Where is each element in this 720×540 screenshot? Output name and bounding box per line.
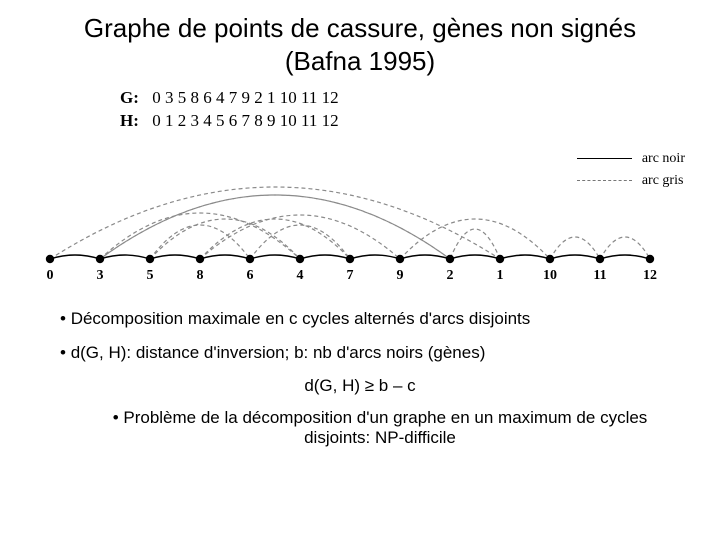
graph-node-label: 3 [97, 268, 104, 283]
black-arc [550, 255, 600, 259]
black-arc [500, 255, 550, 259]
graph-node-label: 7 [347, 268, 354, 283]
gray-arc [50, 187, 500, 259]
bullet-1: Décomposition maximale en c cycles alter… [60, 309, 700, 329]
legend-black-line [577, 158, 632, 159]
perm-g-values: 0 3 5 8 6 4 7 9 2 1 10 11 12 [152, 88, 338, 107]
bullet-2: d(G, H): distance d'inversion; b: nb d'a… [60, 343, 700, 363]
graph-node-label: 4 [297, 268, 304, 283]
graph-node-label: 2 [447, 268, 454, 283]
black-arc [50, 255, 100, 259]
formula: d(G, H) ≥ b – c [20, 376, 700, 396]
graph-node-label: 5 [147, 268, 154, 283]
graph-node [396, 255, 404, 263]
bullet-3: Problème de la décomposition d'un graphe… [60, 408, 700, 448]
graph-node-label: 9 [397, 268, 404, 283]
black-arc [250, 255, 300, 259]
graph-node [346, 255, 354, 263]
graph-node-label: 0 [47, 268, 54, 283]
graph-node [446, 255, 454, 263]
legend-gray-line [577, 180, 632, 181]
gray-arc [150, 219, 300, 259]
legend-black-row: arc noir [577, 151, 685, 167]
perm-h-label: H: [120, 110, 148, 133]
perm-h-values: 0 1 2 3 4 5 6 7 8 9 10 11 12 [152, 111, 338, 130]
graph-node-label: 11 [593, 268, 606, 283]
legend-gray-label: arc gris [642, 173, 684, 189]
graph-node-label: 12 [643, 268, 657, 283]
page-title: Graphe de points de cassure, gènes non s… [20, 12, 700, 77]
graph-node [646, 255, 654, 263]
gray-arc [400, 219, 550, 259]
gray-arc [200, 215, 400, 259]
legend-black-label: arc noir [642, 151, 685, 167]
permutations-block: G: 0 3 5 8 6 4 7 9 2 1 10 11 12 H: 0 1 2… [120, 87, 700, 133]
title-line-1: Graphe de points de cassure, gènes non s… [84, 13, 636, 43]
black-arc [350, 255, 400, 259]
graph-node [146, 255, 154, 263]
graph-node [596, 255, 604, 263]
legend: arc noir arc gris [577, 151, 685, 195]
gray-arc [100, 213, 300, 259]
graph-node-label: 1 [497, 268, 504, 283]
legend-gray-row: arc gris [577, 173, 685, 189]
bullet-list-2: Problème de la décomposition d'un graphe… [20, 408, 700, 448]
black-arc [600, 255, 650, 259]
black-arc [450, 255, 500, 259]
graph-node [246, 255, 254, 263]
breakpoint-graph: arc noir arc gris 0 3 5 8 6 4 7 9 2 1 10 11 12 [20, 141, 700, 291]
black-arc [200, 255, 250, 259]
black-arc [150, 255, 200, 259]
graph-node-label: 8 [197, 268, 204, 283]
graph-node [46, 255, 54, 263]
perm-g-label: G: [120, 87, 148, 110]
bullet-list: Décomposition maximale en c cycles alter… [20, 309, 700, 363]
gray-arc [200, 219, 350, 259]
title-line-2: (Bafna 1995) [285, 46, 435, 76]
black-arc [400, 255, 450, 259]
black-arc [300, 255, 350, 259]
perm-g-row: G: 0 3 5 8 6 4 7 9 2 1 10 11 12 [120, 87, 700, 110]
graph-node [296, 255, 304, 263]
graph-node [496, 255, 504, 263]
graph-node [196, 255, 204, 263]
graph-node-label: 10 [543, 268, 557, 283]
black-arc [100, 255, 150, 259]
graph-node [96, 255, 104, 263]
graph-node [546, 255, 554, 263]
graph-node-label: 6 [247, 268, 254, 283]
perm-h-row: H: 0 1 2 3 4 5 6 7 8 9 10 11 12 [120, 110, 700, 133]
